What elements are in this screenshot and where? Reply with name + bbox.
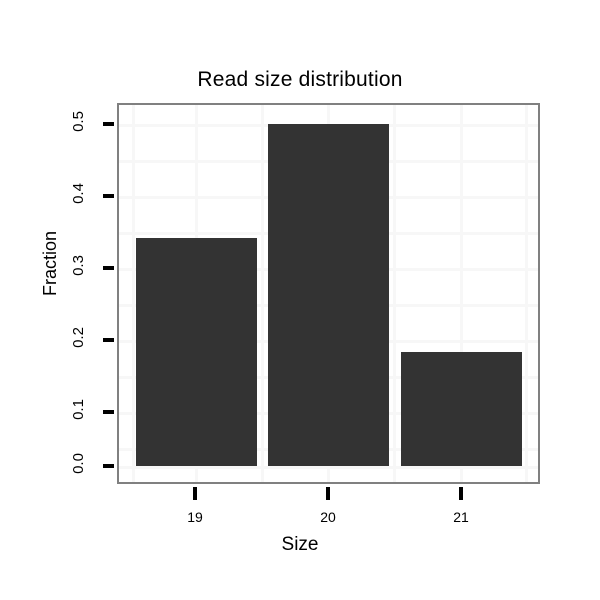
x-tick-label-19: 19: [187, 509, 203, 525]
y-tick-label-4: 0.4: [58, 183, 98, 204]
chart-title: Read size distribution: [197, 68, 403, 91]
y-tick-mark-2: [103, 338, 114, 342]
y-tick-label-1-text: 0.1: [69, 399, 87, 420]
gridline-vertical-21: [460, 105, 463, 482]
plot-area: [119, 105, 538, 482]
x-axis-title: Size: [281, 534, 319, 555]
y-tick-label-0-text: 0.0: [69, 453, 87, 474]
y-tick-mark-1: [103, 410, 114, 414]
y-tick-mark-0: [103, 464, 114, 468]
y-tick-mark-3: [103, 266, 114, 270]
gridline-vertical-between-20-21: [393, 105, 396, 482]
x-tick-label-20: 20: [320, 509, 336, 525]
y-tick-mark-4: [103, 194, 114, 198]
y-tick-label-3-text: 0.3: [69, 255, 87, 276]
gridline-vertical-between-19-20: [261, 105, 264, 482]
x-tick-mark-20: [326, 487, 330, 500]
x-tick-label-21: 21: [453, 509, 469, 525]
y-tick-label-0: 0.0: [58, 453, 98, 474]
y-tick-label-1: 0.1: [58, 399, 98, 420]
y-tick-mark-5: [103, 122, 114, 126]
y-tick-label-4-text: 0.4: [69, 183, 87, 204]
x-tick-mark-21: [459, 487, 463, 500]
gridline-vertical-right-edge: [525, 105, 528, 482]
y-tick-label-5: 0.5: [58, 111, 98, 132]
y-tick-label-3: 0.3: [58, 255, 98, 276]
y-tick-label-2-text: 0.2: [69, 327, 87, 348]
bar-20: [268, 124, 389, 466]
bar-21: [401, 351, 522, 466]
gridline-vertical-left-edge: [132, 105, 135, 482]
y-tick-label-2: 0.2: [58, 327, 98, 348]
bar-19: [136, 238, 257, 466]
x-tick-mark-19: [193, 487, 197, 500]
y-tick-label-5-text: 0.5: [69, 111, 87, 132]
plot-panel: [117, 103, 540, 484]
